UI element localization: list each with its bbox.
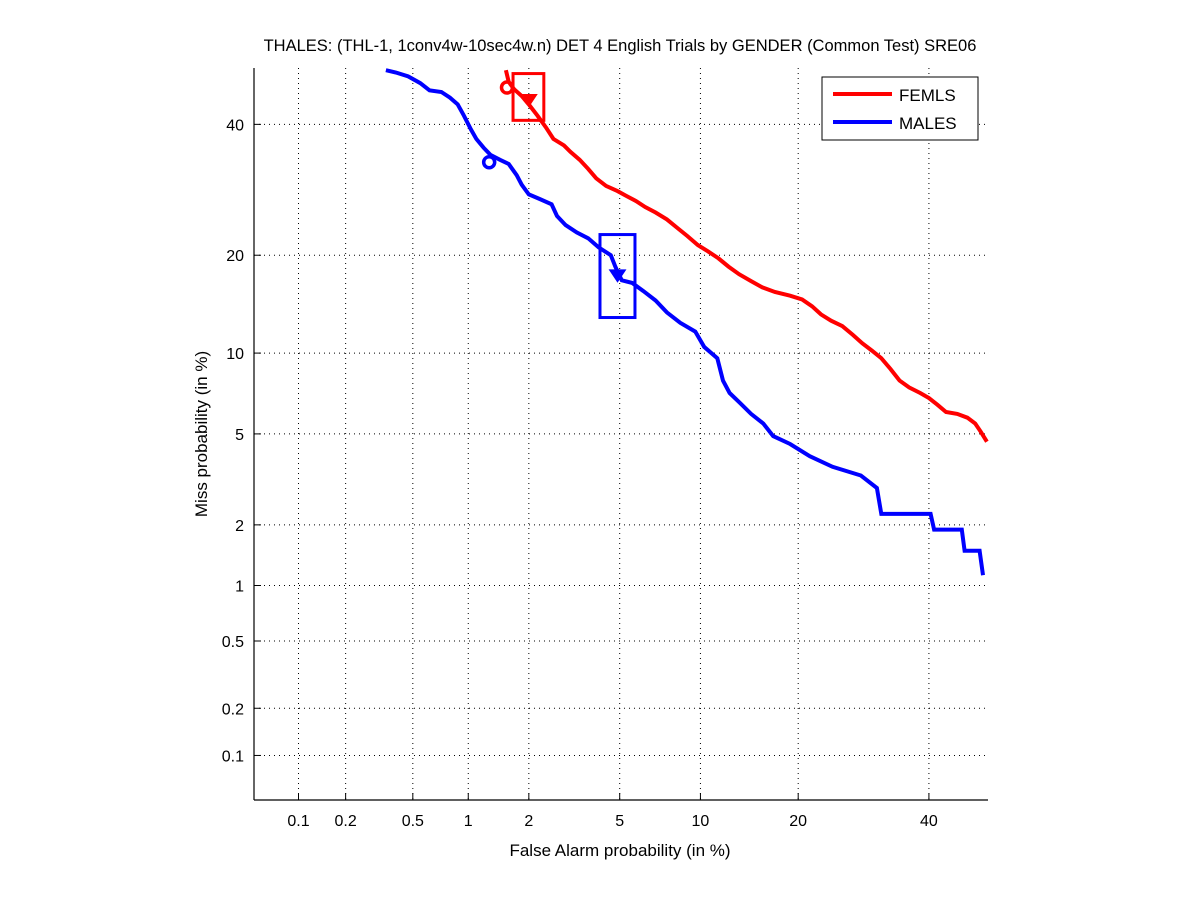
x-ticks: 0.1 0.2 0.5 1 2 5 10 20 40 [287, 793, 938, 830]
x-tick-label: 1 [464, 813, 473, 830]
legend-label-femls: FEMLS [899, 86, 956, 105]
y-tick-label: 10 [226, 346, 244, 363]
y-tick-label: 2 [235, 518, 244, 535]
legend: FEMLS MALES [821, 76, 979, 141]
x-tick-label: 10 [692, 813, 710, 830]
x-tick-label: 5 [615, 813, 624, 830]
legend-label-males: MALES [899, 114, 957, 133]
x-axis-label: False Alarm probability (in %) [509, 841, 730, 860]
y-tick-label: 0.1 [222, 748, 244, 765]
femls-confidence-box [511, 72, 546, 122]
y-tick-label: 0.5 [222, 634, 244, 651]
femls-det-curve [503, 69, 989, 443]
x-tick-label: 20 [789, 813, 807, 830]
y-tick-label: 20 [226, 248, 244, 265]
y-ticks: 0.1 0.2 0.5 1 2 5 10 20 40 [222, 117, 261, 765]
males-min-dcf-marker [481, 154, 497, 170]
x-tick-label: 40 [920, 813, 938, 830]
males-confidence-box [598, 233, 637, 320]
y-tick-label: 0.2 [222, 701, 244, 718]
x-tick-label: 2 [524, 813, 533, 830]
y-tick-label: 40 [226, 117, 244, 134]
femls-act-dcf-marker [519, 93, 538, 108]
males-act-dcf-marker [608, 269, 627, 283]
legend-box [821, 76, 979, 141]
chart-title: THALES: (THL-1, 1conv4w-10sec4w.n) DET 4… [264, 37, 977, 55]
y-tick-label: 5 [235, 427, 244, 444]
y-tick-label: 1 [235, 579, 244, 596]
x-tick-label: 0.1 [287, 813, 309, 830]
grid-lines [254, 68, 988, 800]
x-tick-label: 0.2 [335, 813, 357, 830]
males-det-curve [385, 68, 985, 576]
curves [385, 68, 989, 576]
femls-min-dcf-marker [499, 80, 515, 95]
x-tick-label: 0.5 [402, 813, 424, 830]
y-axis-label: Miss probability (in %) [192, 351, 211, 517]
